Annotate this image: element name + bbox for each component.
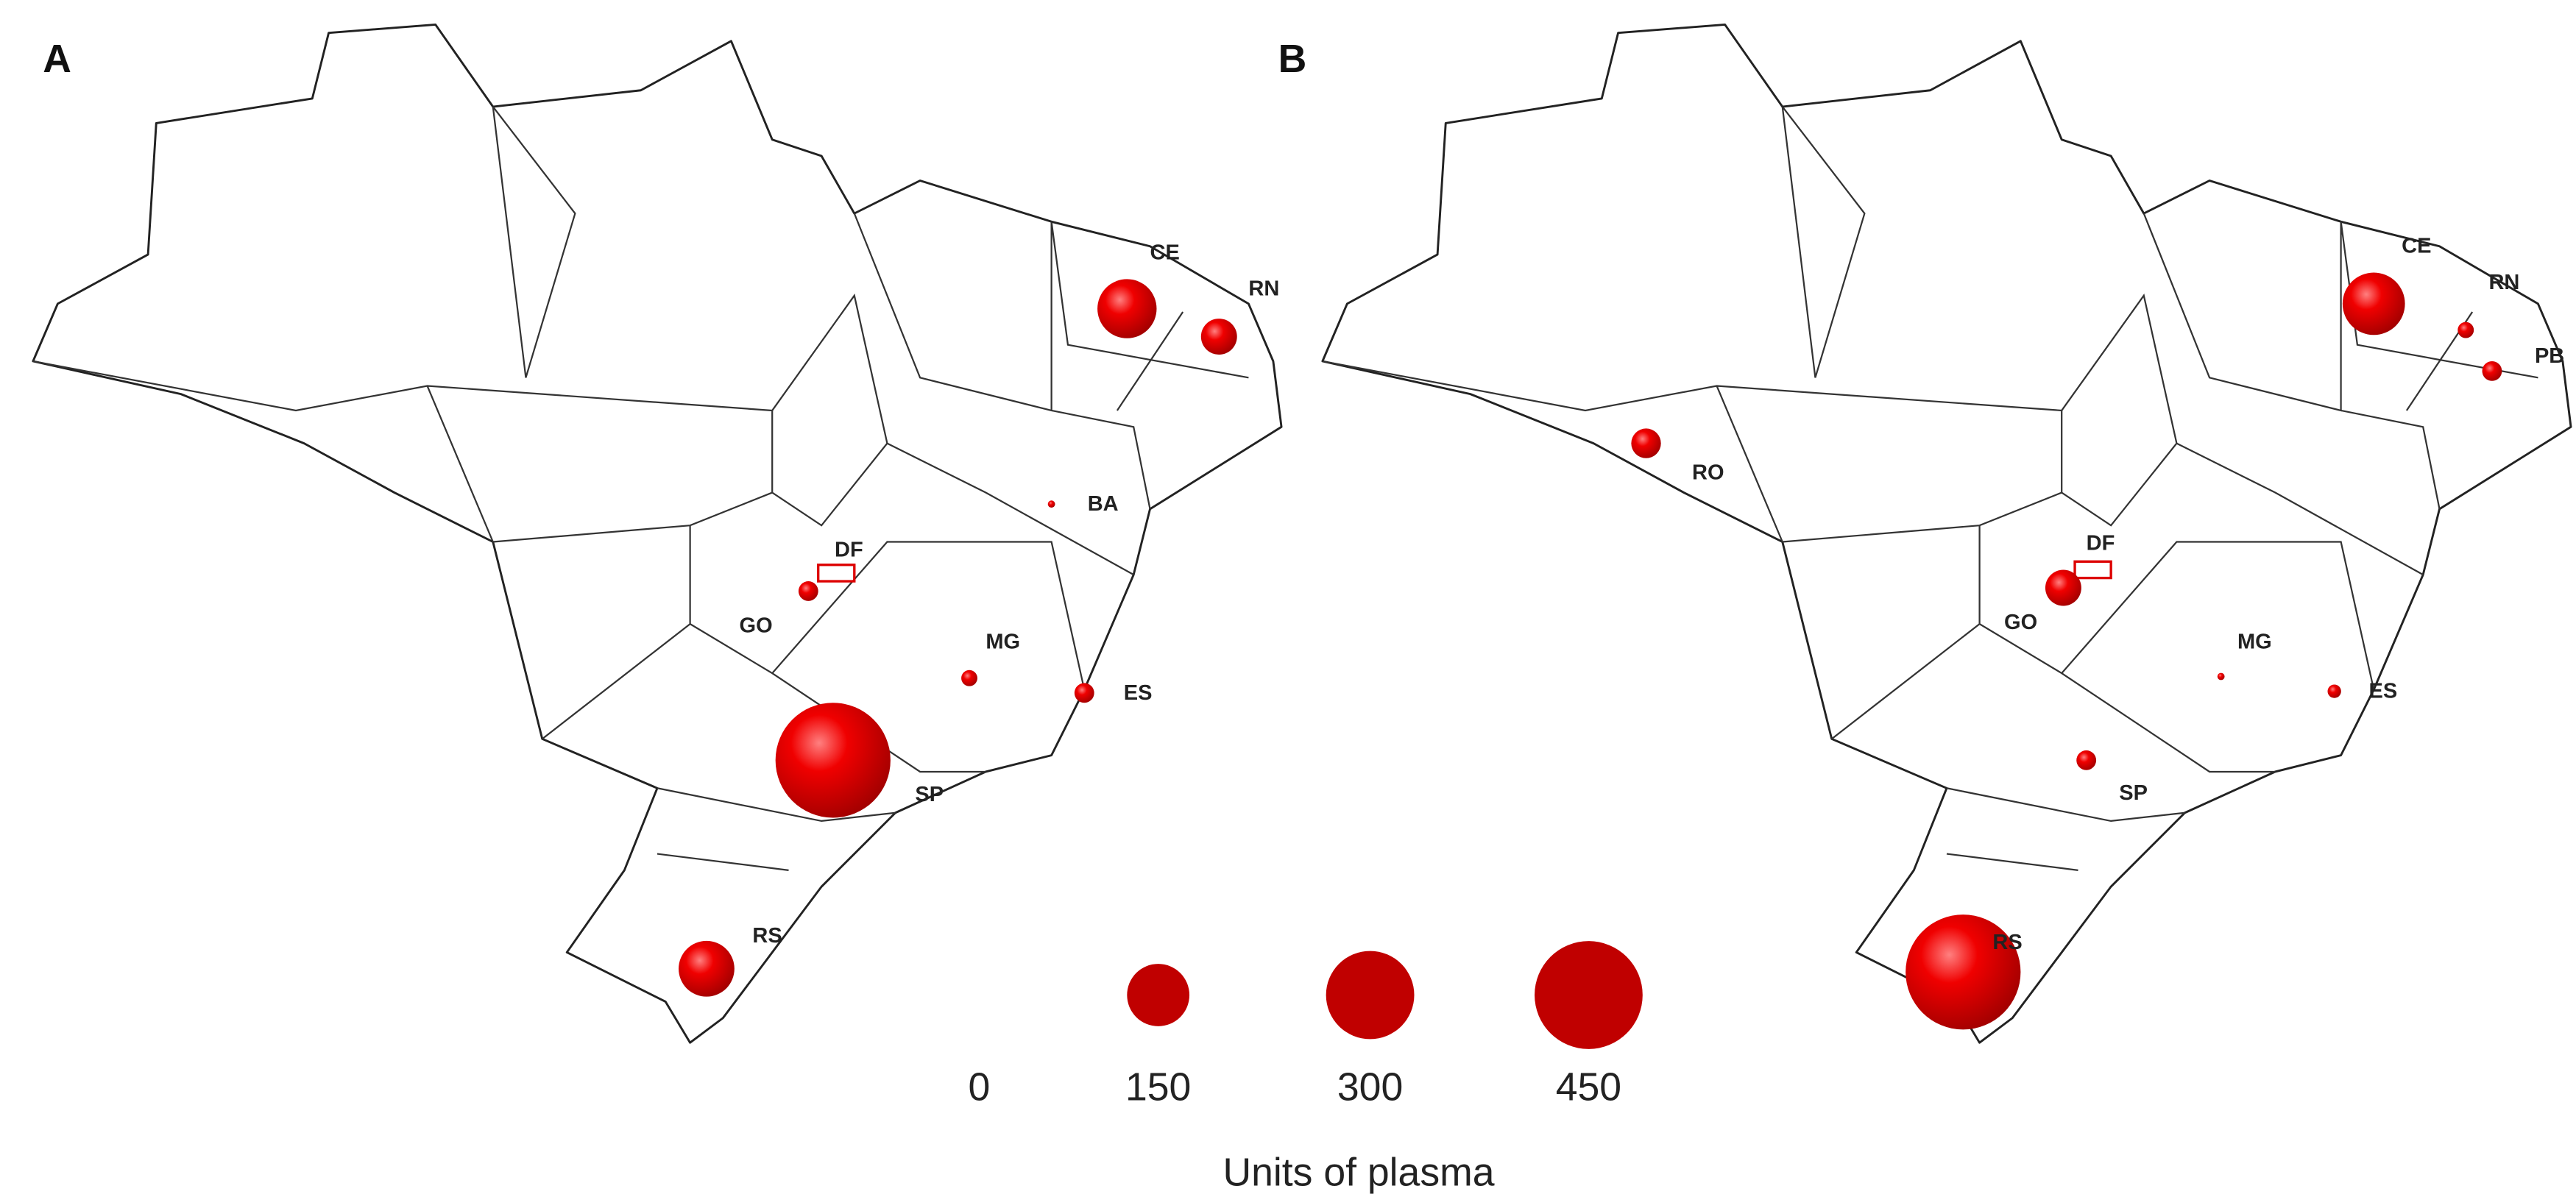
- plasma-bubble: [2045, 569, 2081, 606]
- plasma-bubble: [1047, 500, 1055, 508]
- panel-label: A: [43, 38, 71, 81]
- state-label: GO: [2004, 611, 2037, 634]
- state-label: DF: [835, 539, 863, 562]
- state-label: PB: [2535, 344, 2564, 368]
- plasma-bubble: [1200, 319, 1237, 355]
- plasma-bubble: [1097, 279, 1157, 338]
- state-label: MG: [986, 631, 1020, 654]
- state-label: BA: [1088, 492, 1119, 516]
- map-outline: [1321, 24, 2572, 1044]
- state-label: RN: [2488, 271, 2519, 294]
- state-label: SP: [2119, 781, 2148, 805]
- plasma-bubble: [2217, 672, 2225, 681]
- df-marker: [2073, 560, 2112, 580]
- state-label: ES: [1124, 681, 1153, 705]
- plasma-bubble: [1074, 683, 1094, 703]
- map-outline: [32, 24, 1283, 1044]
- state-label: RO: [1692, 461, 1724, 485]
- state-label: GO: [740, 614, 773, 637]
- state-label: ES: [2369, 680, 2398, 703]
- plasma-bubble: [1631, 428, 1661, 458]
- legend-label: 0: [969, 1065, 991, 1109]
- state-label: DF: [2087, 532, 2115, 555]
- state-label: CE: [1150, 241, 1180, 265]
- plasma-bubble: [2076, 750, 2097, 770]
- state-label: SP: [915, 783, 944, 806]
- plasma-bubble: [961, 669, 977, 686]
- plasma-bubble: [798, 581, 818, 601]
- state-label: RS: [1992, 931, 2022, 954]
- plasma-bubble: [679, 940, 735, 997]
- legend-label: 450: [1556, 1065, 1621, 1109]
- legend-bubble: [1326, 951, 1415, 1040]
- plasma-bubble: [2482, 360, 2502, 381]
- state-label: RN: [1248, 277, 1279, 301]
- plasma-bubble: [2327, 684, 2341, 698]
- legend-label: 150: [1125, 1065, 1191, 1109]
- legend-bubble: [1127, 964, 1190, 1026]
- state-label: CE: [2402, 235, 2431, 258]
- plasma-bubble: [2458, 322, 2474, 338]
- legend-label: 300: [1337, 1065, 1403, 1109]
- df-marker: [817, 564, 856, 583]
- legend-bubble: [1535, 941, 1643, 1049]
- legend-title: Units of plasma: [1222, 1151, 1494, 1194]
- state-label: RS: [752, 924, 782, 948]
- state-label: MG: [2237, 631, 2272, 654]
- plasma-bubble: [2342, 272, 2405, 335]
- plasma-bubble: [1906, 914, 2021, 1030]
- plasma-bubble: [775, 703, 891, 818]
- panel-label: B: [1278, 38, 1307, 81]
